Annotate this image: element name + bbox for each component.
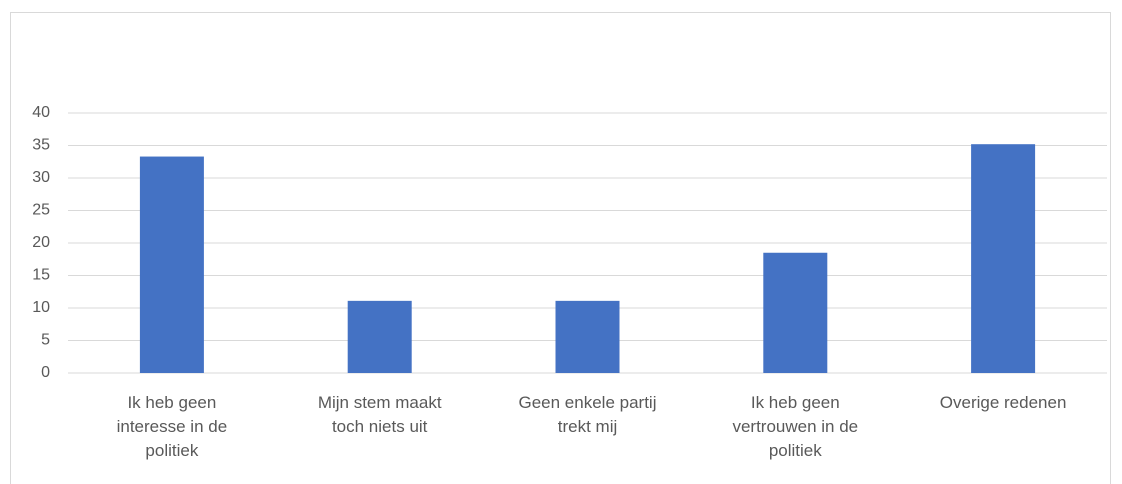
x-tick-label: Ik heb geen interesse in de politiek	[116, 393, 228, 460]
bar	[555, 300, 620, 373]
y-tick-label: 5	[41, 332, 50, 349]
y-tick-label: 35	[32, 137, 50, 154]
bar	[139, 156, 204, 373]
y-tick-label: 0	[41, 364, 50, 381]
y-tick-label: 40	[32, 104, 50, 121]
chart-frame	[10, 12, 1111, 484]
x-tick-label: Mijn stem maakt toch niets uit	[317, 393, 442, 436]
bar	[971, 144, 1036, 373]
x-tick-label: Overige redenen	[939, 393, 1067, 412]
bar	[347, 300, 412, 373]
x-tick-label: Geen enkele partij trekt mij	[518, 393, 657, 436]
bar	[763, 252, 828, 373]
x-tick-label: Ik heb geen vertrouwen in de politiek	[732, 393, 859, 460]
y-tick-label: 25	[32, 202, 50, 219]
y-tick-label: 30	[32, 169, 50, 186]
y-tick-label: 15	[32, 267, 50, 284]
y-tick-label: 20	[32, 234, 50, 251]
y-tick-label: 10	[32, 299, 50, 316]
